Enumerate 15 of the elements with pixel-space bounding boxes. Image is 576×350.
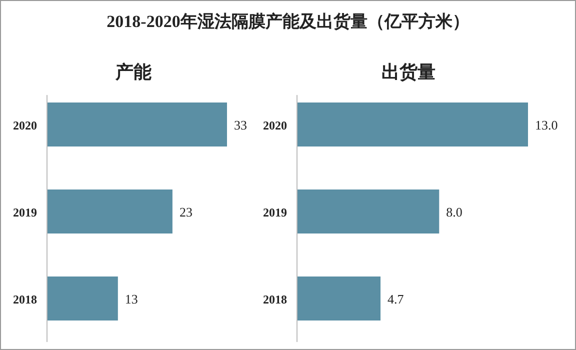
data-label: 13.0 <box>535 118 558 132</box>
y-tick-label: 2019 <box>263 206 287 220</box>
y-tick-label: 2020 <box>13 118 37 132</box>
y-tick-label: 2018 <box>13 292 37 306</box>
data-label: 13 <box>124 292 138 306</box>
chart-subtitle: 出货量 <box>382 62 436 82</box>
y-tick-label: 2019 <box>13 206 37 220</box>
data-label: 33 <box>234 118 247 132</box>
data-label: 4.7 <box>388 292 404 306</box>
chart-subtitle: 产能 <box>114 62 152 82</box>
y-tick-label: 2020 <box>263 118 287 132</box>
data-label: 23 <box>179 204 192 220</box>
y-tick-label: 2018 <box>263 292 287 306</box>
text: 2018-2020年湿法隔膜产能及出货量（亿平方米） <box>106 12 470 31</box>
data-label: 8.0 <box>446 204 462 220</box>
